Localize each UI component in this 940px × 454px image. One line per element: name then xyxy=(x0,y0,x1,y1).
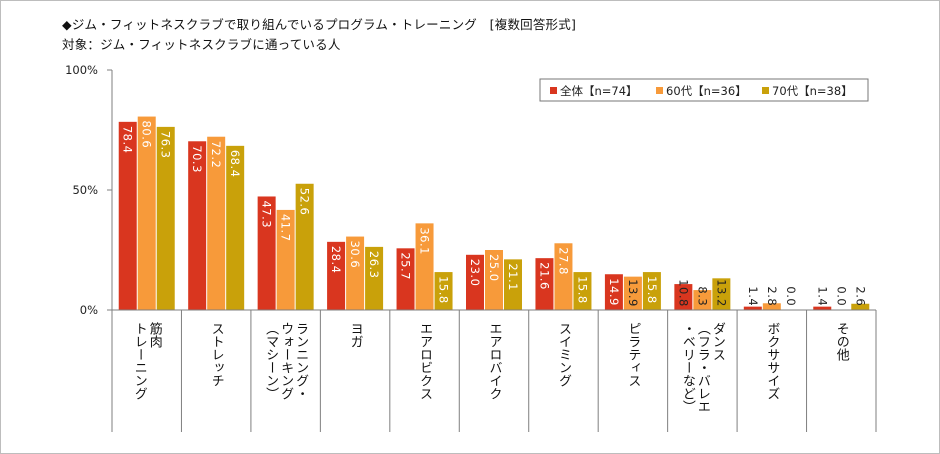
data-label: 70.3 xyxy=(190,145,204,173)
bar xyxy=(257,196,276,310)
category-label: その他 xyxy=(834,322,850,362)
y-tick-label: 100% xyxy=(65,63,98,77)
legend-label: 全体【n=74】 xyxy=(560,84,638,98)
bar xyxy=(573,272,592,310)
data-label: 2.8 xyxy=(765,286,779,306)
data-label: 47.3 xyxy=(260,200,274,228)
bar xyxy=(693,290,712,310)
bar xyxy=(137,116,156,310)
bar xyxy=(415,223,434,310)
data-label: 25.7 xyxy=(399,252,413,280)
category-label: エアロビクス xyxy=(417,322,432,400)
data-label: 1.4 xyxy=(746,286,760,306)
category-label: ・ベリーなど） xyxy=(680,322,696,413)
bar xyxy=(623,276,642,310)
category-label: ランニング・ xyxy=(293,322,309,400)
bar xyxy=(207,136,226,310)
bar xyxy=(813,306,832,310)
data-label: 0.0 xyxy=(834,286,848,306)
category-label: ヨガ xyxy=(348,322,363,348)
category-label: エアロバイク xyxy=(487,322,503,400)
data-label: 14.9 xyxy=(607,278,621,306)
bar xyxy=(466,254,484,310)
data-label: 78.4 xyxy=(121,126,135,154)
category-label: ボクササイズ xyxy=(764,322,779,400)
bar xyxy=(295,183,314,310)
data-label: 80.6 xyxy=(140,121,154,149)
data-label: 36.1 xyxy=(418,227,432,255)
data-label: 8.3 xyxy=(695,286,709,306)
bar xyxy=(365,246,384,310)
bar xyxy=(156,126,175,310)
data-label: 52.6 xyxy=(298,188,312,216)
category-label: 筋肉 xyxy=(147,321,163,348)
data-label: 76.3 xyxy=(159,131,173,159)
legend-swatch xyxy=(762,87,769,94)
legend-label: 60代【n=36】 xyxy=(666,84,747,98)
data-label: 0.0 xyxy=(784,286,798,306)
bar xyxy=(504,259,522,310)
data-label: 21.6 xyxy=(537,262,551,290)
data-label: 25.0 xyxy=(487,254,501,282)
data-label: 30.6 xyxy=(348,241,362,269)
data-label: 27.8 xyxy=(556,247,570,275)
data-label: 15.8 xyxy=(437,276,451,304)
category-label: ウォーキング xyxy=(278,322,294,400)
legend-swatch xyxy=(550,87,557,94)
data-label: 1.4 xyxy=(815,286,829,306)
category-label: （フラ・バレエ xyxy=(695,322,711,413)
data-label: 26.3 xyxy=(367,251,381,279)
y-tick-label: 0% xyxy=(80,303,98,317)
category-label: トレーニング xyxy=(132,322,148,400)
data-label: 15.8 xyxy=(575,276,589,304)
category-label: （マシーン） xyxy=(263,322,279,400)
category-label: ストレッチ xyxy=(209,322,224,387)
bar xyxy=(743,306,762,310)
legend-box xyxy=(539,78,869,102)
data-label: 23.0 xyxy=(468,259,482,287)
bar xyxy=(276,209,295,310)
data-label: 15.8 xyxy=(645,276,659,304)
bar xyxy=(535,258,554,310)
bar xyxy=(327,241,346,310)
data-label: 2.6 xyxy=(853,286,867,306)
bar xyxy=(118,121,137,310)
bar xyxy=(851,303,870,310)
data-label: 13.2 xyxy=(714,279,728,307)
bar xyxy=(346,236,365,310)
bar xyxy=(226,145,245,310)
data-label: 28.4 xyxy=(329,246,343,274)
chart-subtitle: 対象：ジム・フィットネスクラブに通っている人 xyxy=(62,37,341,52)
bar xyxy=(554,243,573,310)
data-label: 41.7 xyxy=(279,214,293,242)
data-label: 72.2 xyxy=(209,141,223,169)
chart-title: ◆ジム・フィットネスクラブで取り組んでいるプログラム・トレーニング [複数回答形… xyxy=(62,17,577,32)
bar xyxy=(674,284,693,310)
data-label: 68.4 xyxy=(228,150,242,178)
bar xyxy=(762,303,781,310)
category-label: ダンス xyxy=(710,322,725,361)
category-label: ピラティス xyxy=(625,322,640,387)
data-label: 21.1 xyxy=(506,263,520,291)
bar xyxy=(642,272,661,310)
y-tick-label: 50% xyxy=(72,183,98,197)
data-label: 13.9 xyxy=(626,279,640,307)
legend-swatch xyxy=(656,87,663,94)
bar xyxy=(188,141,207,310)
bar xyxy=(712,278,731,310)
bar xyxy=(604,274,623,310)
category-label: スイミング xyxy=(556,322,572,387)
legend-label: 70代【n=38】 xyxy=(772,84,853,98)
bar xyxy=(396,248,415,310)
data-label: 10.8 xyxy=(676,279,690,307)
bar xyxy=(485,250,503,310)
bar xyxy=(434,272,453,310)
